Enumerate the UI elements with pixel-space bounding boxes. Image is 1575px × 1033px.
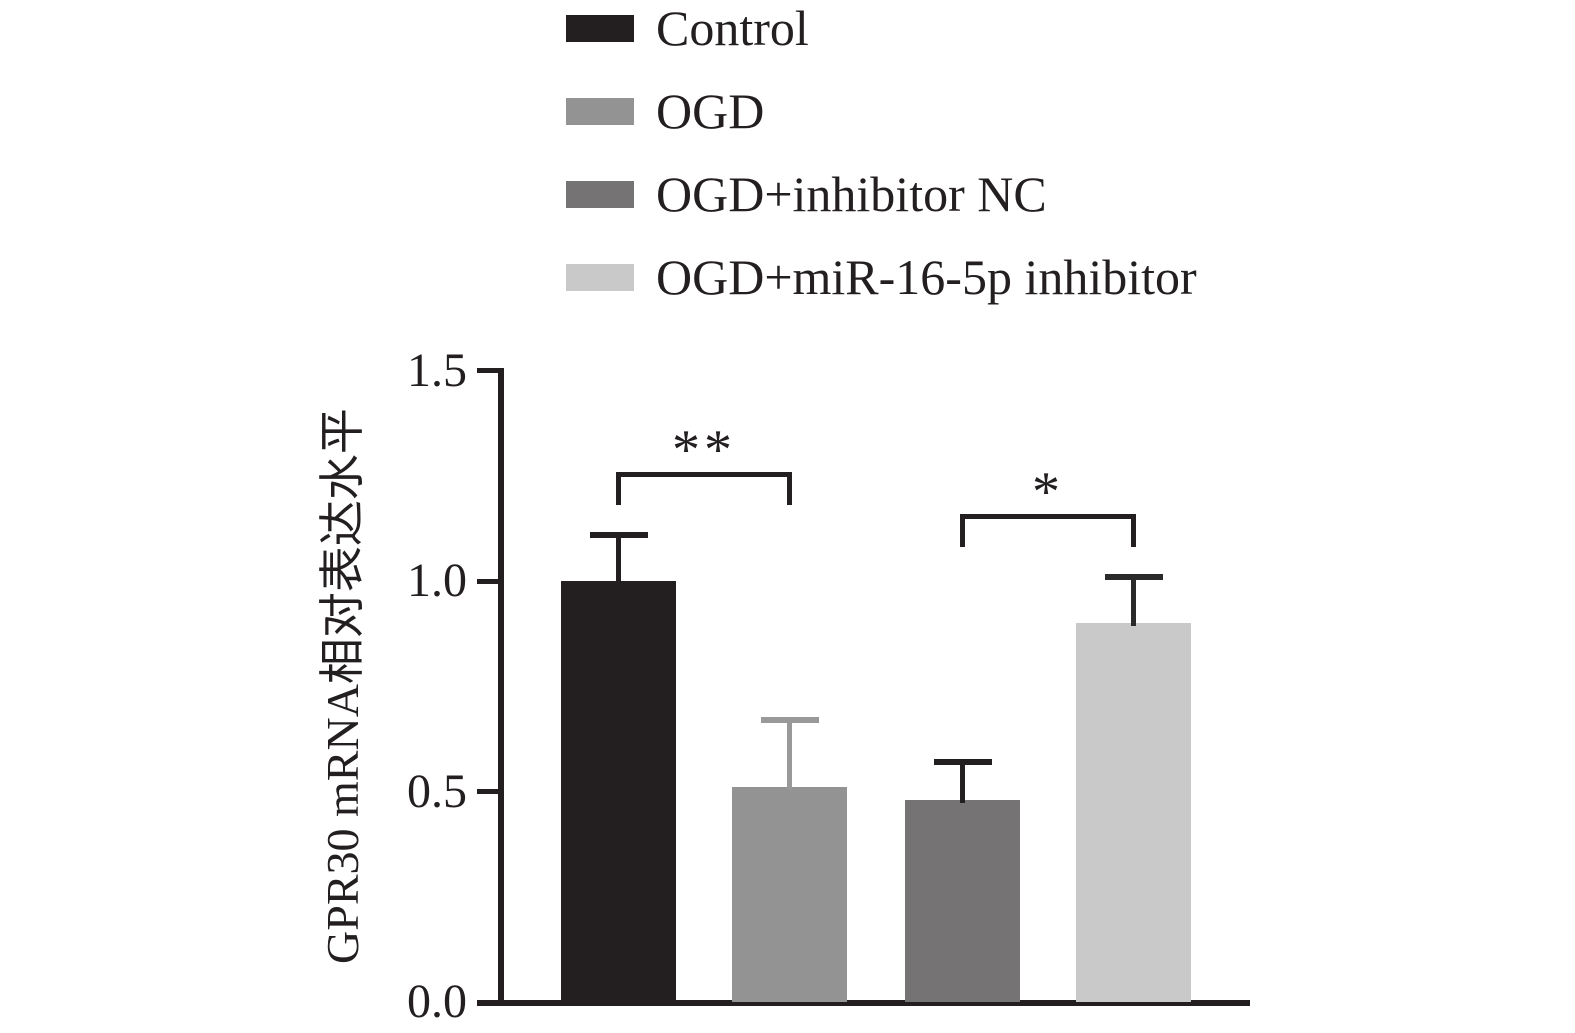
error-bar-cap bbox=[760, 716, 819, 723]
error-bar-stem bbox=[960, 762, 965, 803]
error-bar-cap bbox=[589, 531, 648, 538]
y-axis-label: GPR30 mRNA相对表达水平 bbox=[317, 408, 368, 964]
bar-control bbox=[561, 581, 676, 1002]
legend-label: Control bbox=[656, 0, 809, 56]
legend-label: OGD+inhibitor NC bbox=[656, 166, 1047, 222]
x-axis-line bbox=[477, 1000, 1250, 1006]
y-tick-label: 1.0 bbox=[407, 554, 467, 607]
legend-label: OGD+miR-16-5p inhibitor bbox=[656, 249, 1197, 305]
y-tick-label: 0.0 bbox=[407, 975, 467, 1028]
bar-ogd bbox=[732, 787, 847, 1002]
significance-label: ** bbox=[672, 418, 736, 481]
legend-swatch bbox=[566, 14, 634, 42]
y-tick bbox=[477, 368, 504, 373]
legend-swatch bbox=[566, 263, 634, 291]
legend-item-ogd-mir-16-5p-inhibitor: OGD+miR-16-5p inhibitor bbox=[566, 249, 1197, 305]
y-tick bbox=[477, 578, 504, 584]
y-axis-line bbox=[498, 368, 504, 1006]
bar-ogd-inhibitor-nc bbox=[905, 799, 1020, 1002]
error-bar-stem bbox=[616, 534, 621, 584]
y-tick bbox=[477, 789, 504, 794]
legend: Control OGD OGD+inhibitor NC OGD+miR-16-5p … bbox=[0, 0, 1575, 320]
y-tick-label: 0.5 bbox=[407, 764, 467, 818]
y-tick-label: 1.5 bbox=[407, 343, 467, 397]
legend-label: OGD bbox=[656, 83, 765, 139]
error-bar-cap bbox=[1104, 573, 1163, 580]
legend-item-ogd: OGD bbox=[566, 83, 764, 139]
error-bar-stem bbox=[787, 719, 792, 791]
bar-ogd-mir-16-5p-inhibitor bbox=[1076, 623, 1191, 1002]
legend-swatch bbox=[566, 97, 634, 125]
legend-item-control: Control bbox=[566, 0, 809, 56]
error-bar-stem bbox=[1131, 576, 1136, 627]
significance-bracket bbox=[616, 471, 792, 505]
significance-label: * bbox=[1032, 460, 1064, 523]
y-tick bbox=[477, 999, 504, 1005]
legend-swatch bbox=[566, 180, 634, 208]
error-bar-cap bbox=[933, 759, 992, 766]
significance-bracket bbox=[960, 513, 1136, 547]
legend-item-ogd-inhibitor-nc: OGD+inhibitor NC bbox=[566, 166, 1047, 222]
